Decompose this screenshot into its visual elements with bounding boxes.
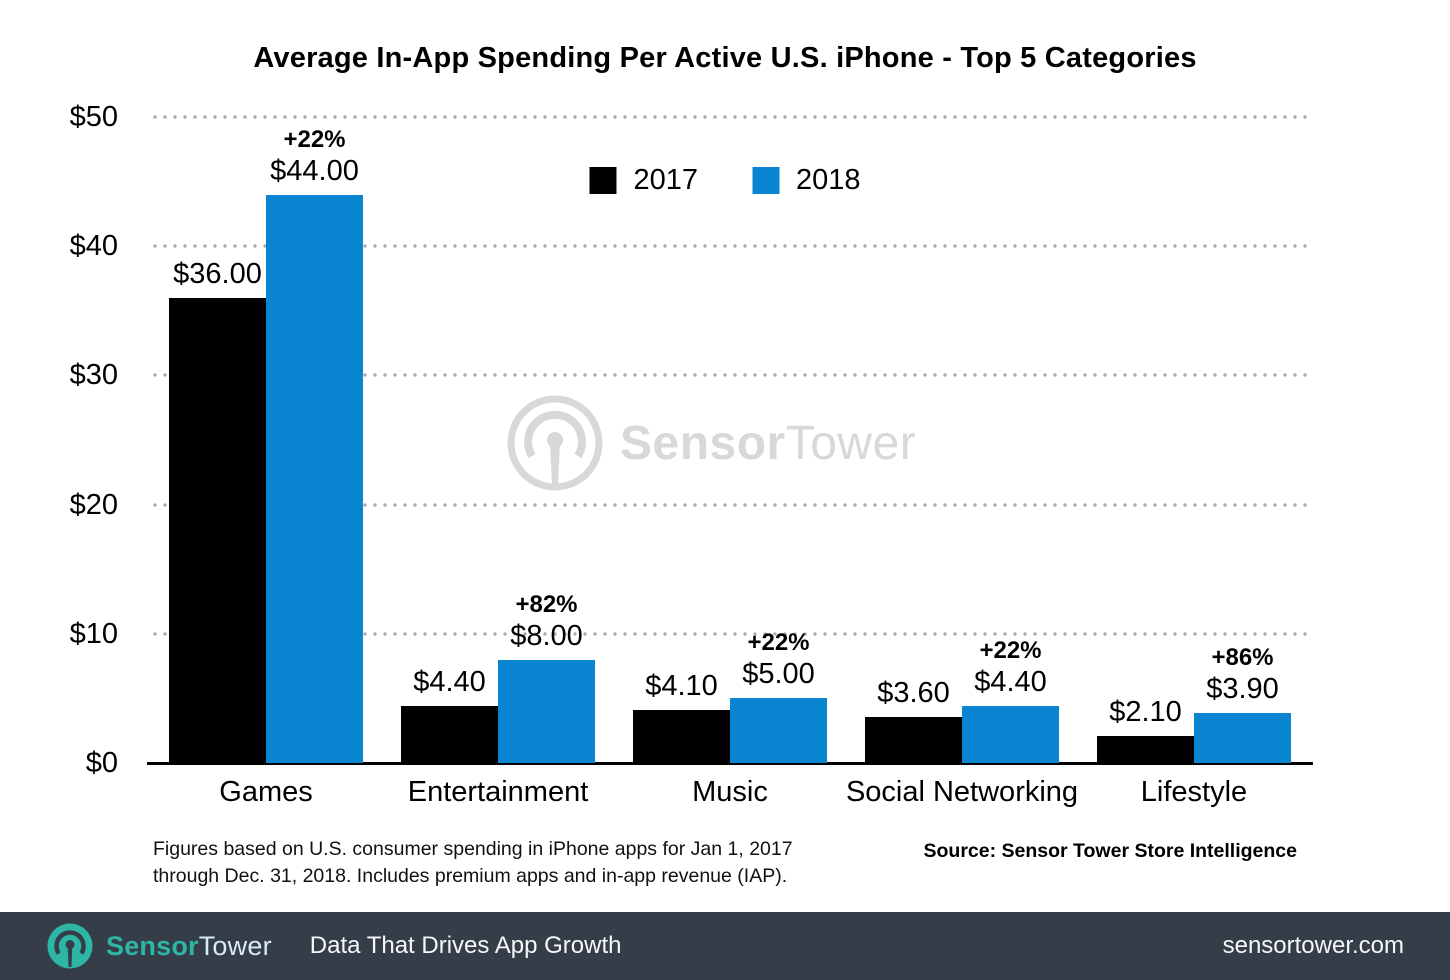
y-axis-tick-20: $20 (69, 488, 118, 521)
footnote: Figures based on U.S. consumer spending … (153, 836, 793, 890)
value-label-2017-entertainment: $4.40 (413, 666, 486, 699)
bar-2017-entertainment (401, 706, 498, 763)
x-axis-category-social-networking: Social Networking (845, 776, 1079, 808)
bar-2017-lifestyle (1097, 735, 1194, 763)
footer-wordmark: SensorTower (106, 931, 272, 962)
footer-tagline: Data That Drives App Growth (309, 932, 622, 959)
pct-change-entertainment: +82% (515, 590, 578, 618)
gridline-50 (150, 115, 1310, 119)
chart-title: Average In-App Spending Per Active U.S. … (253, 42, 1197, 74)
legend-swatch-2018 (752, 167, 779, 194)
pct-change-social-networking: +22% (979, 637, 1042, 665)
footnote-line-2: through Dec. 31, 2018. Includes premium … (153, 865, 788, 887)
footnote-line-1: Figures based on U.S. consumer spending … (153, 838, 793, 860)
gridline-30 (150, 373, 1310, 378)
x-axis-category-music: Music (692, 776, 768, 808)
bar-2017-social-networking (865, 716, 962, 763)
bar-label-2017-entertainment: $4.40 (413, 666, 486, 699)
value-label-2018-lifestyle: $3.90 (1206, 672, 1279, 705)
source-credit: Source: Sensor Tower Store Intelligence (923, 840, 1297, 862)
pct-change-games: +22% (283, 125, 346, 153)
bar-2017-games (169, 297, 266, 763)
value-label-2018-games: $44.00 (270, 154, 359, 187)
value-label-2018-entertainment: $8.00 (510, 619, 583, 652)
sensor-tower-logo-icon (47, 923, 93, 969)
plot-area: $36.00 +22% $44.00 $4.40 +82% $8.00 $4.10 +22% $… (147, 115, 1313, 765)
bar-label-2017-music: $4.10 (645, 670, 718, 703)
value-label-2017-music: $4.10 (645, 670, 718, 703)
pct-change-music: +22% (747, 629, 810, 657)
footer-url-link[interactable]: sensortower.com (1222, 932, 1404, 959)
bar-2018-lifestyle (1194, 712, 1291, 763)
y-axis-tick-30: $30 (69, 359, 118, 392)
legend-label-2017: 2017 (633, 164, 698, 196)
x-axis-category-entertainment: Entertainment (407, 776, 589, 808)
x-axis-category-lifestyle: Lifestyle (1140, 776, 1248, 808)
value-label-2018-social-networking: $4.40 (974, 666, 1047, 699)
gridline-10 (150, 631, 1310, 636)
footer-brand-tower: Tower (198, 930, 272, 961)
value-label-2017-social-networking: $3.60 (877, 676, 950, 709)
chart-legend: 2017 2018 (589, 164, 861, 197)
footer-brand-sensor: Sensor (106, 930, 199, 961)
y-axis-tick-50: $50 (69, 101, 118, 133)
gridline-20 (150, 502, 1310, 507)
bar-2018-entertainment (498, 659, 595, 763)
x-axis-category-games: Games (219, 776, 313, 808)
pct-change-lifestyle: +86% (1211, 643, 1274, 671)
value-label-2017-games: $36.00 (173, 257, 262, 290)
y-axis-tick-40: $40 (69, 230, 118, 263)
y-axis-tick-0: $0 (85, 747, 118, 779)
bar-2018-music (730, 698, 827, 763)
value-label-2018-music: $5.00 (742, 658, 815, 691)
legend-label-2018: 2018 (796, 164, 861, 196)
value-label-2017-lifestyle: $2.10 (1109, 695, 1182, 728)
bar-2018-games (266, 194, 363, 763)
x-axis-line (147, 762, 1313, 765)
footer-bar: SensorTower Data That Drives App Growth … (0, 912, 1450, 980)
gridline-40 (150, 244, 1310, 249)
bar-label-2017-games: $36.00 (173, 258, 262, 291)
bar-2018-social-networking (962, 706, 1059, 763)
bar-label-2018-social-networking: +22% $4.40 (974, 636, 1047, 699)
bar-label-2018-games: +22% $44.00 (270, 125, 359, 188)
y-axis-tick-10: $10 (69, 617, 118, 650)
bar-label-2017-social-networking: $3.60 (877, 677, 950, 710)
legend-item-2017: 2017 (589, 164, 698, 197)
bar-label-2018-entertainment: +82% $8.00 (510, 590, 583, 653)
legend-item-2018: 2018 (752, 164, 861, 197)
bar-label-2018-lifestyle: +86% $3.90 (1206, 643, 1279, 706)
legend-swatch-2017 (589, 167, 617, 194)
bar-label-2017-lifestyle: $2.10 (1109, 696, 1182, 729)
bar-label-2018-music: +22% $5.00 (742, 628, 815, 691)
bar-2017-music (633, 710, 730, 763)
